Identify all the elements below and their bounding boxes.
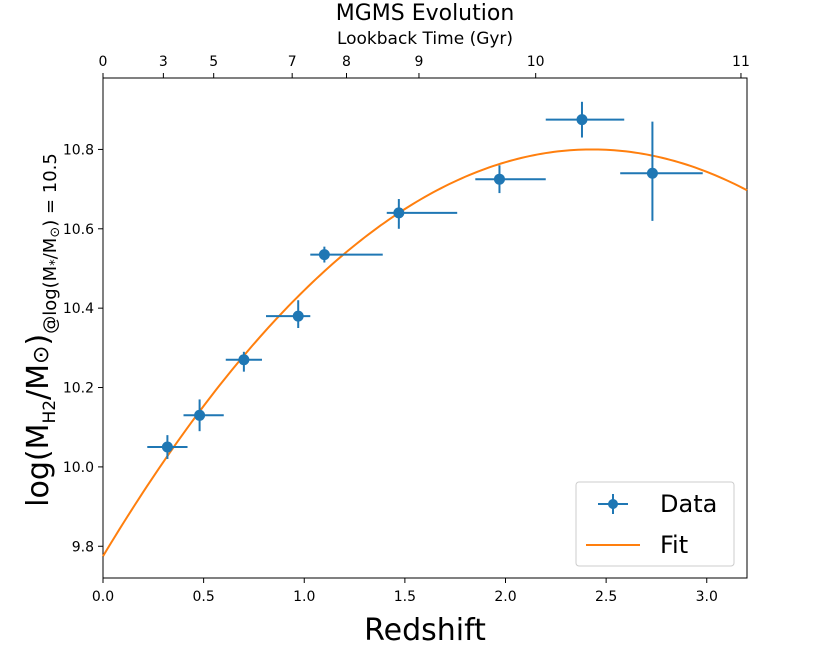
data-marker [161,441,173,453]
data-point [475,165,546,194]
data-marker [194,409,206,421]
data-point [183,399,224,432]
data-points [147,101,703,459]
legend-data-label: Data [660,490,717,518]
top-tick-label: 0 [99,54,108,70]
x-axis-ticks: 0.0 0.5 1.0 1.5 2.0 2.5 3.0 [92,578,718,605]
y-axis-ticks: 9.8 10.0 10.2 10.4 10.6 10.8 [63,142,103,555]
data-point [266,300,311,328]
y-tick-label: 9.8 [72,539,94,555]
x-axis-label: Redshift [364,613,486,648]
top-tick-label: 10 [527,54,545,70]
chart-title: MGMS Evolution [336,1,515,26]
y-tick-label: 10.6 [63,222,94,238]
data-marker [493,173,505,185]
top-axis-label: Lookback Time (Gyr) [337,29,513,49]
top-tick-label: 11 [732,54,750,70]
x-tick-label: 0.0 [92,589,114,605]
top-tick-label: 8 [342,54,351,70]
y-tick-label: 10.2 [63,381,94,397]
data-point [386,199,458,229]
y-tick-label: 10.4 [63,301,94,317]
data-marker [318,249,330,261]
plot-frame [102,77,748,579]
y-tick-label: 10.0 [63,460,94,476]
data-marker [646,167,658,179]
legend-data-marker-dot [608,499,618,509]
data-point [147,435,188,459]
data-marker [238,354,250,366]
data-point [620,121,703,221]
x-tick-label: 3.0 [696,589,718,605]
top-tick-label: 9 [415,54,424,70]
data-marker [292,310,304,322]
data-marker [393,207,405,219]
x-tick-label: 1.0 [293,589,315,605]
legend-fit-label: Fit [660,531,688,559]
data-point [545,101,625,138]
x-tick-label: 0.5 [192,589,214,605]
data-point [225,351,262,372]
y-tick-label: 10.8 [63,142,94,158]
x-tick-label: 1.5 [394,589,416,605]
y-axis-label: log(MH2/M⊙)@log(M*/M⊙) = 10.5 [21,153,63,507]
top-axis-ticks: 0 3 5 7 8 9 10 11 [99,54,750,78]
top-tick-label: 3 [159,54,168,70]
x-tick-label: 2.0 [494,589,516,605]
fit-curve [102,148,748,557]
data-marker [576,114,588,126]
x-tick-label: 2.5 [595,589,617,605]
top-tick-label: 7 [288,54,297,70]
legend: Data Fit [575,481,735,567]
data-point [310,246,383,263]
top-tick-label: 5 [209,54,218,70]
